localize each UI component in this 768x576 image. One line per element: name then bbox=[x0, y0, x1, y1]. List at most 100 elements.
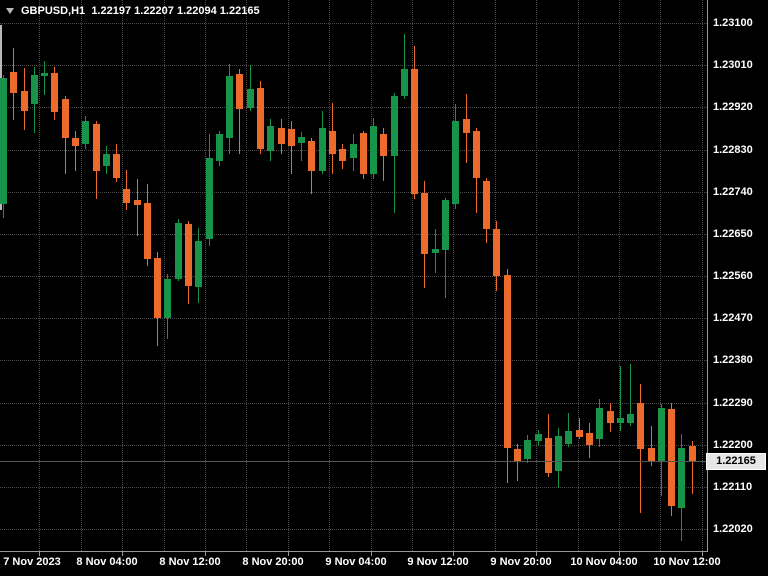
candle-body bbox=[421, 192, 429, 254]
time-axis-tick bbox=[287, 552, 289, 556]
candle-body bbox=[534, 433, 542, 441]
v-gridline bbox=[39, 0, 41, 551]
candle-wick bbox=[403, 33, 405, 99]
candle-body bbox=[308, 141, 316, 172]
candle-body bbox=[637, 402, 645, 450]
candle-body bbox=[133, 200, 141, 205]
current-price-line bbox=[0, 461, 707, 463]
time-axis-label: 10 Nov 12:00 bbox=[653, 556, 721, 568]
candle-body bbox=[257, 88, 264, 150]
candle-body bbox=[287, 128, 295, 146]
v-gridline bbox=[660, 0, 662, 551]
candle-body bbox=[328, 130, 336, 155]
chart-plot-area[interactable] bbox=[0, 0, 708, 552]
time-axis-tick bbox=[619, 552, 620, 556]
candle-body bbox=[71, 137, 79, 146]
h-gridline bbox=[0, 486, 707, 488]
candle-body bbox=[627, 413, 635, 423]
price-axis[interactable]: 1.23100 1.23010 1.22920 1.22830 1.22740 1.226… bbox=[708, 0, 768, 551]
v-gridline bbox=[412, 0, 413, 551]
h-gridline bbox=[0, 23, 707, 24]
candle-wick bbox=[249, 65, 251, 112]
candle-body bbox=[400, 68, 408, 97]
candle-body bbox=[472, 130, 480, 178]
v-gridline bbox=[122, 0, 124, 551]
time-axis[interactable]: 7 Nov 2023 8 Nov 04:00 8 Nov 12:00 8 Nov 20… bbox=[0, 552, 768, 576]
candle-body bbox=[514, 449, 521, 462]
candle-wick bbox=[650, 425, 652, 466]
candle-wick bbox=[44, 60, 46, 95]
candle-body bbox=[555, 436, 563, 472]
candle-body bbox=[585, 432, 593, 445]
candle-body bbox=[51, 73, 59, 112]
v-gridline bbox=[205, 0, 206, 551]
time-axis-label: 9 Nov 20:00 bbox=[490, 556, 552, 568]
h-gridline bbox=[0, 65, 707, 67]
ohlc-high-value: 1.22207 bbox=[134, 5, 174, 17]
h-gridline bbox=[0, 191, 707, 193]
price-axis-label: 1.22380 bbox=[713, 354, 753, 367]
candle-body bbox=[318, 127, 326, 172]
v-gridline bbox=[246, 0, 248, 551]
price-axis-label: 1.22560 bbox=[713, 270, 753, 282]
candle-body bbox=[164, 278, 172, 318]
time-axis-tick bbox=[536, 552, 538, 556]
price-axis-label: 1.22740 bbox=[713, 185, 753, 198]
time-axis-label: 8 Nov 12:00 bbox=[159, 556, 221, 568]
h-gridline bbox=[0, 318, 707, 320]
candle-body bbox=[143, 202, 151, 260]
time-axis-tick bbox=[701, 552, 703, 556]
candle-body bbox=[82, 121, 90, 145]
candle-body bbox=[226, 75, 234, 138]
candle-body bbox=[246, 89, 254, 109]
candle-wick bbox=[239, 68, 241, 155]
price-axis-label: 1.23100 bbox=[713, 17, 753, 29]
current-price-tag: 1.22165 bbox=[706, 453, 766, 471]
candle-body bbox=[544, 437, 552, 473]
candle-wick bbox=[691, 441, 693, 495]
candle-body bbox=[339, 149, 347, 161]
v-gridline bbox=[701, 0, 703, 551]
candle-body bbox=[411, 68, 419, 194]
candle-body bbox=[349, 143, 357, 158]
price-axis-label: 1.23010 bbox=[713, 59, 753, 72]
candle-body bbox=[20, 90, 28, 112]
candle-body bbox=[442, 200, 450, 251]
price-axis-label: 1.22830 bbox=[713, 143, 753, 156]
time-axis-label: 9 Nov 12:00 bbox=[407, 556, 469, 568]
candle-body bbox=[503, 275, 511, 448]
price-axis-label: 1.22650 bbox=[713, 227, 753, 240]
candle-wick bbox=[290, 120, 292, 174]
price-axis-label: 1.22020 bbox=[713, 523, 753, 535]
time-axis-tick bbox=[205, 552, 206, 556]
price-axis-label: 1.22290 bbox=[713, 396, 753, 409]
candle-body bbox=[154, 258, 162, 318]
candle-wick bbox=[578, 418, 580, 440]
time-axis-tick bbox=[39, 552, 41, 556]
candle-body bbox=[298, 136, 306, 143]
symbol-dropdown-triangle-icon[interactable] bbox=[6, 8, 14, 14]
candle-body bbox=[688, 446, 696, 462]
candle-body bbox=[113, 154, 121, 178]
candle-body bbox=[195, 240, 203, 287]
price-axis-label: 1.22110 bbox=[713, 480, 753, 493]
time-axis-tick bbox=[370, 552, 372, 556]
h-gridline bbox=[0, 360, 707, 362]
ohlc-low-value: 1.22094 bbox=[176, 5, 217, 17]
candle-body bbox=[102, 154, 110, 167]
candle-body bbox=[92, 124, 100, 172]
candle-body bbox=[123, 188, 131, 203]
time-axis-tick bbox=[453, 552, 455, 556]
candle-body bbox=[606, 410, 614, 423]
v-gridline bbox=[329, 0, 331, 551]
chart-header: GBPUSD,H1 1.22197 1.22207 1.22094 1.2216… bbox=[6, 5, 260, 17]
candle-body bbox=[668, 409, 676, 507]
candle-wick bbox=[619, 365, 621, 431]
price-axis-label: 1.22200 bbox=[713, 438, 753, 451]
candle-body bbox=[41, 72, 49, 76]
candle-wick bbox=[630, 364, 632, 426]
candle-body bbox=[61, 98, 69, 138]
ohlc-open-value: 1.22197 bbox=[91, 5, 132, 17]
candle-body bbox=[452, 120, 460, 205]
ohlc-close-value: 1.22165 bbox=[219, 5, 260, 17]
